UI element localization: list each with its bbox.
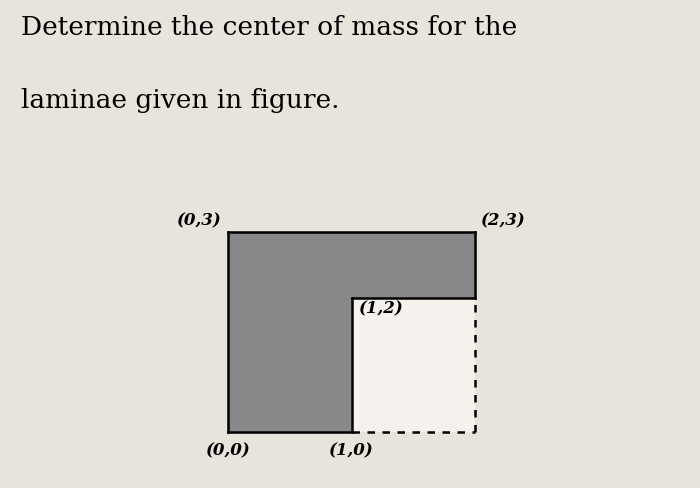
Text: (0,0): (0,0) — [206, 442, 251, 459]
Text: (0,3): (0,3) — [177, 212, 222, 229]
Text: Determine the center of mass for the: Determine the center of mass for the — [21, 15, 517, 40]
Text: (1,0): (1,0) — [329, 442, 374, 459]
Text: (2,3): (2,3) — [482, 212, 526, 229]
Text: (1,2): (1,2) — [359, 300, 404, 317]
Bar — [351, 299, 475, 432]
Text: laminae given in figure.: laminae given in figure. — [21, 88, 340, 113]
Polygon shape — [228, 232, 475, 432]
